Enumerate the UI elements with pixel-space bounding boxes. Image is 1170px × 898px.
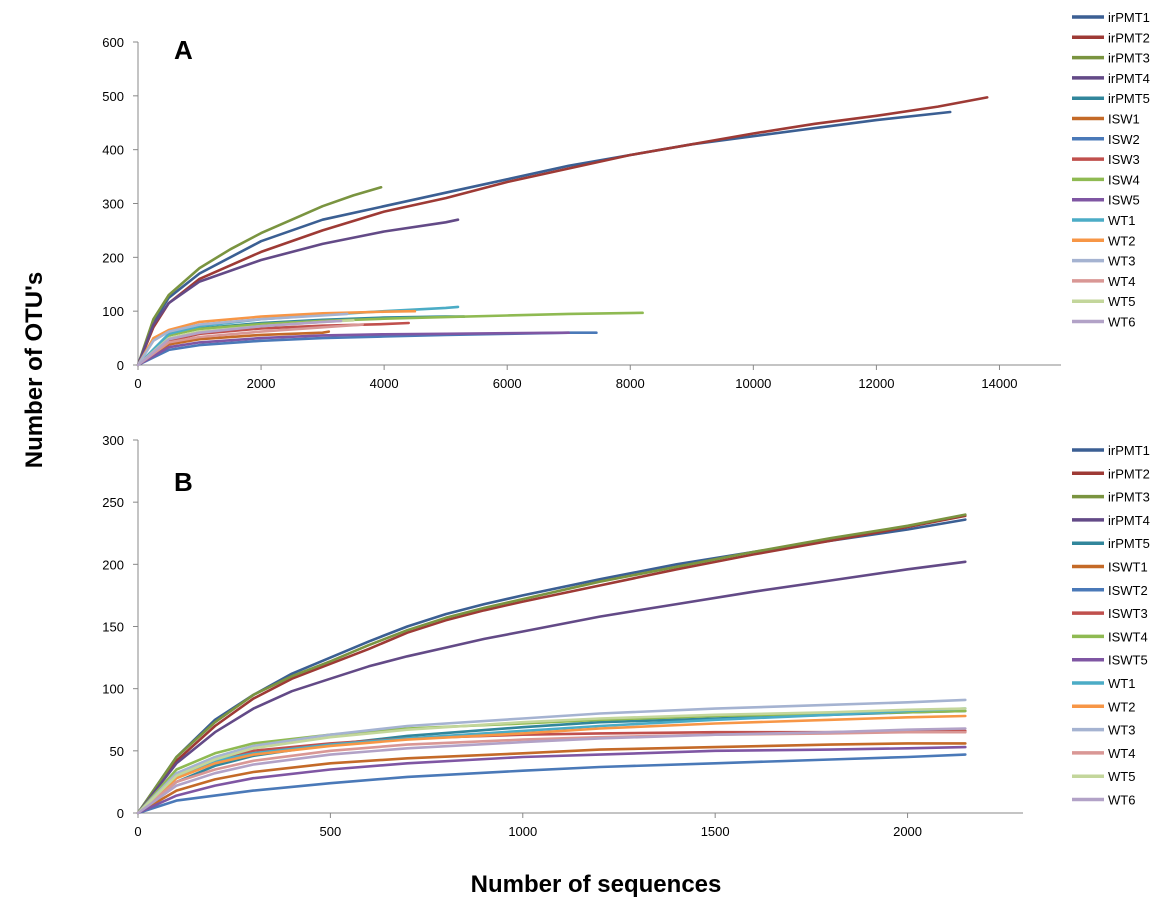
series-line-irpmt4 xyxy=(136,560,967,815)
y-tick-label: 150 xyxy=(102,620,124,635)
y-tick-label: 400 xyxy=(102,143,124,158)
legend-label: ISWT2 xyxy=(1108,583,1148,598)
series-line-wt4 xyxy=(136,323,364,367)
y-tick-label: 600 xyxy=(102,35,124,50)
series-line-irpmt4 xyxy=(136,218,460,367)
legend-label: irPMT1 xyxy=(1108,10,1150,25)
legend-label: ISW3 xyxy=(1108,152,1140,167)
y-tick-label: 50 xyxy=(110,744,124,759)
y-tick-label: 300 xyxy=(102,197,124,212)
x-tick-label: 2000 xyxy=(893,824,922,839)
legend-label: ISW4 xyxy=(1108,172,1140,187)
series-line-irpmt2 xyxy=(136,514,967,815)
series-line-wt4 xyxy=(136,730,967,815)
panel-a-label: A xyxy=(174,35,193,65)
series-line-wt6 xyxy=(136,319,343,367)
x-tick-label: 6000 xyxy=(493,376,522,391)
x-tick-label: 14000 xyxy=(981,376,1017,391)
x-tick-label: 8000 xyxy=(616,376,645,391)
legend-label: WT1 xyxy=(1108,676,1135,691)
legend-label: irPMT3 xyxy=(1108,51,1150,66)
legend-label: ISW5 xyxy=(1108,193,1140,208)
x-axis-title: Number of sequences xyxy=(471,871,722,898)
legend-label: ISW1 xyxy=(1108,112,1140,127)
series-line-isw5 xyxy=(136,331,571,367)
legend-label: WT5 xyxy=(1108,294,1135,309)
series-line-wt2 xyxy=(136,714,967,815)
legend-label: WT2 xyxy=(1108,233,1135,248)
panel-a-chart: A 0 2000 4000 6000 8000 10000 12000 14000 0 100 20… xyxy=(102,10,1150,391)
panel-b-series xyxy=(136,513,967,815)
legend-label: irPMT5 xyxy=(1108,91,1150,106)
series-line-iswt1 xyxy=(136,742,967,815)
legend-label: irPMT3 xyxy=(1108,490,1150,505)
legend-label: ISWT3 xyxy=(1108,606,1148,621)
legend-label: WT1 xyxy=(1108,213,1135,228)
series-line-irpmt2 xyxy=(136,96,989,367)
x-tick-label: 10000 xyxy=(735,376,771,391)
y-axis-title: Number of OTU's xyxy=(21,272,48,468)
series-line-irpmt3 xyxy=(136,513,967,815)
series-line-wt3 xyxy=(136,698,967,815)
series-line-isw1 xyxy=(136,330,331,367)
y-tick-label: 200 xyxy=(102,250,124,265)
y-tick-label: 0 xyxy=(117,806,124,821)
x-tick-label: 1000 xyxy=(508,824,537,839)
legend-label: irPMT2 xyxy=(1108,30,1150,45)
series-line-irpmt3 xyxy=(136,186,383,367)
x-tick-label: 500 xyxy=(320,824,342,839)
legend-label: ISWT5 xyxy=(1108,653,1148,668)
legend-label: irPMT4 xyxy=(1108,513,1150,528)
legend-label: WT6 xyxy=(1108,315,1135,330)
y-tick-label: 0 xyxy=(117,358,124,373)
legend-label: WT5 xyxy=(1108,769,1135,784)
panel-a-legend: irPMT1 irPMT2 irPMT3 irPMT4 irPMT5 ISW1 ISW2 IS… xyxy=(1072,10,1150,330)
legend-label: irPMT5 xyxy=(1108,536,1150,551)
panel-a-axes: 0 2000 4000 6000 8000 10000 12000 14000 0 100 200 3… xyxy=(102,35,1061,391)
y-tick-label: 500 xyxy=(102,89,124,104)
legend-label: ISWT1 xyxy=(1108,560,1148,575)
y-tick-label: 100 xyxy=(102,682,124,697)
series-line-iswt2 xyxy=(136,753,967,815)
panel-b-chart: B 0 500 1000 1500 2000 0 50 100 150 200 250 300 irP… xyxy=(102,433,1150,839)
y-tick-label: 300 xyxy=(102,433,124,448)
legend-label: WT6 xyxy=(1108,793,1135,808)
x-tick-label: 12000 xyxy=(858,376,894,391)
legend-label: WT4 xyxy=(1108,746,1135,761)
panel-b-legend: irPMT1 irPMT2 irPMT3 irPMT4 irPMT5 ISWT1 ISWT2… xyxy=(1072,443,1150,808)
legend-label: irPMT2 xyxy=(1108,466,1150,481)
legend-label: WT3 xyxy=(1108,723,1135,738)
y-tick-label: 250 xyxy=(102,495,124,510)
legend-label: WT4 xyxy=(1108,274,1135,289)
series-line-iswt5 xyxy=(136,745,967,815)
y-tick-label: 100 xyxy=(102,304,124,319)
panel-b-label: B xyxy=(174,467,193,497)
legend-label: WT3 xyxy=(1108,254,1135,269)
x-tick-label: 0 xyxy=(134,376,141,391)
x-tick-label: 2000 xyxy=(247,376,276,391)
legend-label: irPMT4 xyxy=(1108,71,1150,86)
panel-a-series xyxy=(136,96,989,367)
legend-label: ISWT4 xyxy=(1108,629,1148,644)
x-tick-label: 4000 xyxy=(370,376,399,391)
x-tick-label: 0 xyxy=(134,824,141,839)
panel-b-axes: 0 500 1000 1500 2000 0 50 100 150 200 250 300 xyxy=(102,433,1023,839)
legend-label: WT2 xyxy=(1108,699,1135,714)
series-line-wt6 xyxy=(136,727,967,815)
series-line-irpmt5 xyxy=(136,709,967,815)
series-line-wt5 xyxy=(136,707,967,815)
series-line-wt2 xyxy=(136,309,417,367)
series-line-wt3 xyxy=(136,312,349,367)
y-tick-label: 200 xyxy=(102,557,124,572)
x-tick-label: 1500 xyxy=(701,824,730,839)
series-line-irpmt1 xyxy=(136,110,952,367)
legend-label: irPMT1 xyxy=(1108,443,1150,458)
legend-label: ISW2 xyxy=(1108,132,1140,147)
